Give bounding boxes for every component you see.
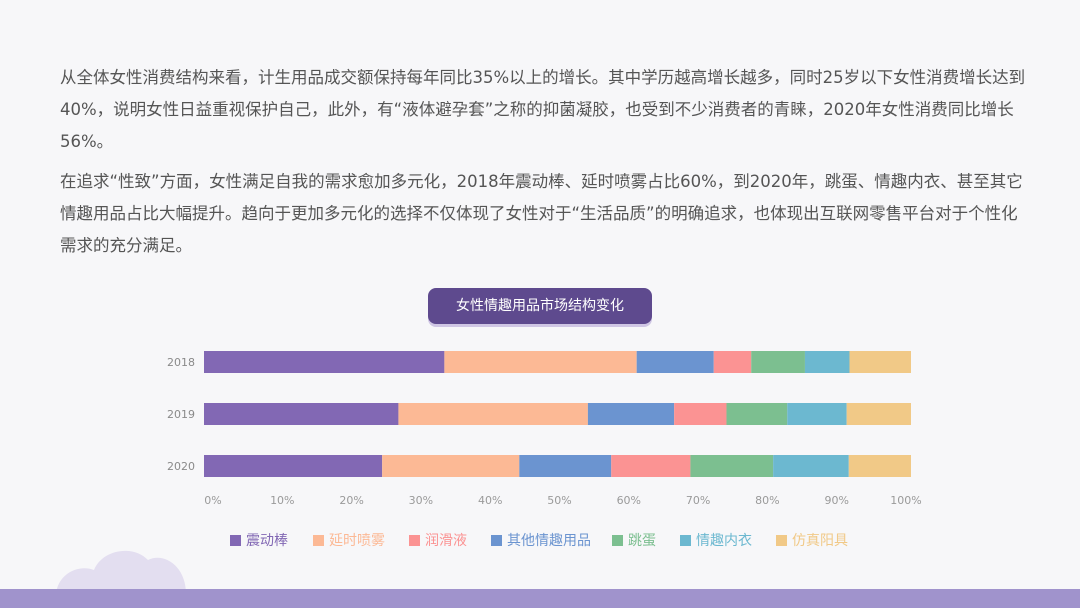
x-tick-label: 80% [755,494,779,507]
bottom-band [0,589,1080,608]
legend-swatch [776,535,787,546]
bar-segment [674,403,727,425]
legend-label: 润滑液 [425,532,467,549]
legend-swatch [680,535,691,546]
x-tick-label: 10% [270,494,294,507]
bar-segment [751,351,805,373]
legend-swatch [409,535,420,546]
legend-swatch [313,535,324,546]
cloud-decoration [56,550,186,594]
bar-segment [519,455,612,477]
bar-segment [382,455,520,477]
y-tick-label: 2018 [167,356,195,369]
x-tick-label: 60% [617,494,641,507]
x-tick-label: 0% [204,494,221,507]
x-tick-label: 50% [547,494,571,507]
intro-paragraph-1: 从全体女性消费结构来看，计生用品成交额保持每年同比35%以上的增长。其中学历越高… [60,68,1026,151]
chart-title: 女性情趣用品市场结构变化 [428,288,652,324]
y-tick-label: 2020 [167,460,195,473]
bar-segment [636,351,714,373]
intro-paragraph-2: 在追求“性致”方面，女性满足自我的需求愈加多元化，2018年震动棒、延时喷雾占比… [60,172,1023,255]
bar-segment [690,455,774,477]
bar-segment [846,403,911,425]
legend-label: 跳蛋 [628,533,656,549]
bar-segment [204,455,383,477]
bar-segment [773,455,849,477]
x-tick-label: 100% [890,494,921,507]
x-tick-label: 40% [478,494,502,507]
bar-segment [204,351,445,373]
bar-segment [398,403,588,425]
bar-segment [787,403,847,425]
legend-swatch [491,535,502,546]
x-tick-label: 30% [409,494,433,507]
bar-segment [204,403,399,425]
bar-segment [587,403,675,425]
legend-label: 震动棒 [246,533,288,549]
legend-label: 其他情趣用品 [507,533,591,549]
legend-label: 延时喷雾 [329,533,385,549]
bar-segment [444,351,637,373]
bar-segment [849,351,911,373]
x-tick-label: 70% [686,494,710,507]
bar-segment [611,455,691,477]
bar-segment [804,351,850,373]
x-tick-label: 90% [824,494,848,507]
bar-segment [848,455,911,477]
legend-label: 情趣内衣 [696,533,752,549]
legend-label: 仿真阳具 [792,533,848,549]
bar-segment [726,403,788,425]
legend-swatch [230,535,241,546]
bar-segment [713,351,752,373]
legend-swatch [612,535,623,546]
y-tick-label: 2019 [167,408,195,421]
x-tick-label: 20% [339,494,363,507]
